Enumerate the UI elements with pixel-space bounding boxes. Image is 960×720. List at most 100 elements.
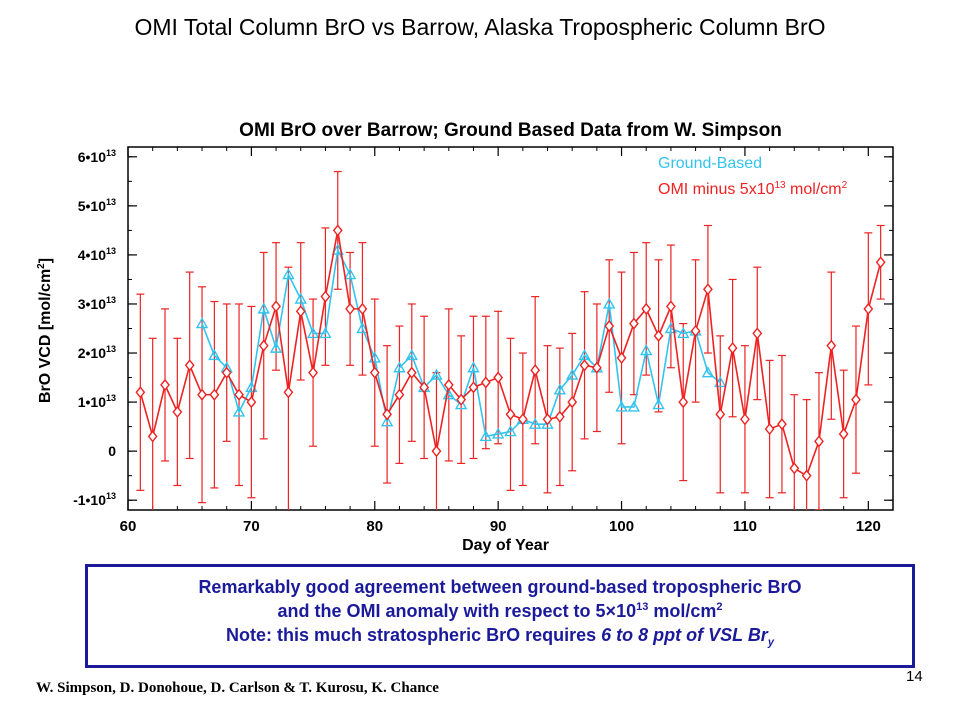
omi-point xyxy=(197,388,207,401)
omi-point xyxy=(616,351,627,365)
omi-point xyxy=(814,435,824,448)
x-tick-label: 80 xyxy=(366,518,383,535)
y-tick-label: 3•1013 xyxy=(78,295,116,312)
ground-based-point xyxy=(603,297,616,309)
omi-point xyxy=(678,395,689,409)
omi-point xyxy=(147,430,158,443)
omi-point xyxy=(517,413,528,426)
omi-point xyxy=(258,339,269,352)
omi-point xyxy=(715,408,726,421)
ground-based-point xyxy=(356,322,369,334)
omi-point xyxy=(666,300,676,313)
omi-point xyxy=(345,302,355,315)
omi-point xyxy=(209,388,220,401)
note-box: Remarkably good agreement between ground… xyxy=(85,564,915,668)
ground-based-point xyxy=(245,380,258,393)
omi-point xyxy=(740,413,750,426)
omi-point xyxy=(591,361,602,374)
ground-based-point xyxy=(479,429,493,442)
ground-based-point xyxy=(257,302,270,314)
omi-point xyxy=(530,364,541,377)
x-tick-label: 100 xyxy=(609,518,634,535)
omi-point xyxy=(271,300,281,313)
ground-based-point xyxy=(343,268,357,280)
y-tick-label: 1•1013 xyxy=(78,393,116,410)
omi-point xyxy=(234,388,244,401)
y-tick-label: 6•1013 xyxy=(78,148,116,165)
omi-point xyxy=(542,413,553,426)
note-line-2: and the OMI anomaly with respect to 5×10… xyxy=(277,601,723,621)
omi-point xyxy=(801,469,812,482)
x-tick-label: 70 xyxy=(243,518,260,535)
authors-credit: W. Simpson, D. Donohoue, D. Carlson & T.… xyxy=(36,680,439,696)
omi-point xyxy=(394,388,405,401)
omi-point xyxy=(332,224,343,237)
omi-point xyxy=(468,381,479,394)
ground-based-point xyxy=(553,383,567,395)
omi-point xyxy=(456,393,467,406)
ground-based-point xyxy=(208,349,221,361)
omi-point xyxy=(579,359,590,372)
x-tick-label: 90 xyxy=(490,518,507,535)
y-tick-label: 0 xyxy=(108,443,116,459)
omi-point xyxy=(431,445,442,458)
ground-based-point xyxy=(566,368,579,380)
omi-point xyxy=(246,395,257,409)
omi-point xyxy=(295,305,306,318)
omi-point xyxy=(851,393,861,406)
y-axis-label: BrO VCD [mol/cm2] xyxy=(36,258,54,403)
x-tick-label: 60 xyxy=(120,518,137,535)
x-axis-label: Day of Year xyxy=(462,537,549,554)
omi-point xyxy=(641,302,652,315)
ground-based-point xyxy=(195,317,209,329)
ground-based-point xyxy=(627,400,641,412)
note-line-3: Note: this much stratospheric BrO requir… xyxy=(226,625,774,649)
ground-based-point xyxy=(677,326,690,339)
omi-point xyxy=(135,386,146,399)
legend-omi: OMI minus 5x1013 mol/cm2 xyxy=(658,180,848,198)
ground-based-point xyxy=(405,349,418,361)
ground-based-point xyxy=(615,400,628,412)
omi-point xyxy=(727,342,738,355)
ground-based-point xyxy=(282,268,295,280)
ground-based-point xyxy=(541,417,554,429)
ground-based-point xyxy=(528,417,542,429)
y-tick-label: 4•1013 xyxy=(78,246,116,263)
omi-point xyxy=(406,366,417,379)
omi-point xyxy=(875,256,886,269)
omi-point xyxy=(567,395,578,409)
ground-based-point xyxy=(380,415,394,427)
omi-point xyxy=(604,319,615,333)
omi-point xyxy=(863,302,874,315)
plot-area xyxy=(135,170,886,510)
ground-based-point xyxy=(491,427,505,439)
omi-point xyxy=(703,283,713,296)
ground-based-point xyxy=(393,361,406,373)
y-tick-label: -1•1013 xyxy=(73,491,116,508)
ground-based-point xyxy=(701,366,715,378)
x-tick-label: 120 xyxy=(856,518,881,535)
omi-point xyxy=(419,381,430,394)
omi-point xyxy=(369,366,380,379)
omi-point xyxy=(789,462,800,475)
omi-point xyxy=(480,376,491,389)
omi-point xyxy=(764,422,775,436)
page-number: 14 xyxy=(906,668,923,685)
omi-point xyxy=(826,339,837,352)
omi-point xyxy=(653,329,664,342)
ground-based-point xyxy=(294,292,307,304)
ground-based-point xyxy=(652,398,665,410)
omi-point xyxy=(554,410,565,423)
ground-based-point xyxy=(504,425,517,437)
chart-title: OMI BrO over Barrow; Ground Based Data f… xyxy=(239,120,782,141)
omi-point xyxy=(160,378,170,392)
y-tick-label: 2•1013 xyxy=(78,344,116,361)
ground-based-point xyxy=(640,344,653,356)
omi-point xyxy=(628,317,639,330)
slide-title: OMI Total Column BrO vs Barrow, Alaska T… xyxy=(134,14,826,40)
ground-based-point xyxy=(467,361,480,373)
y-tick-label: 5•1013 xyxy=(78,197,116,214)
omi-point xyxy=(505,408,516,421)
ground-based-point xyxy=(232,405,246,417)
omi-point xyxy=(443,378,454,392)
